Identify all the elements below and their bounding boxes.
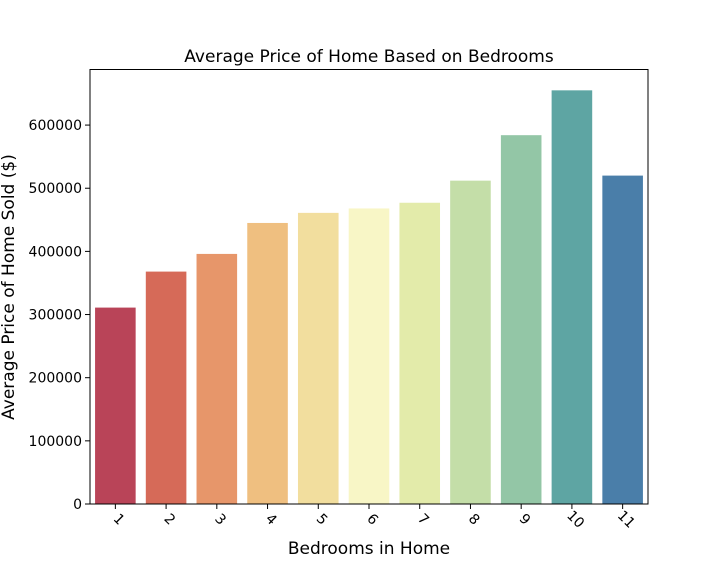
x-axis-label: Bedrooms in Home bbox=[288, 539, 450, 559]
x-tick-label: 5 bbox=[313, 511, 331, 529]
bar-8 bbox=[450, 180, 491, 504]
y-tick-label: 200000 bbox=[29, 371, 82, 387]
bar-4 bbox=[247, 222, 288, 504]
x-tick-label: 10 bbox=[563, 508, 587, 532]
bar-7 bbox=[399, 202, 441, 504]
bar-9 bbox=[500, 135, 542, 504]
y-tick-label: 0 bbox=[73, 497, 82, 513]
y-axis-label: Average Price of Home Sold ($) bbox=[0, 154, 19, 420]
x-tick-label: 7 bbox=[414, 511, 432, 529]
plot-frame bbox=[89, 69, 649, 505]
x-tick-label: 1 bbox=[110, 511, 128, 529]
chart-title: Average Price of Home Based on Bedrooms bbox=[184, 47, 554, 67]
y-tick-label: 600000 bbox=[29, 118, 82, 134]
x-tick-label: 9 bbox=[516, 511, 534, 529]
bar-10 bbox=[551, 90, 593, 504]
y-tick-label: 300000 bbox=[29, 308, 82, 324]
x-tick-label: 2 bbox=[161, 511, 179, 529]
bar-1 bbox=[95, 307, 136, 504]
bar-11 bbox=[602, 175, 643, 504]
x-axis: 1 2 3 4 5 6 7 8 9 10 11 bbox=[110, 504, 638, 532]
y-tick-label: 100000 bbox=[29, 434, 82, 450]
bar-2 bbox=[145, 271, 187, 504]
plot-area bbox=[95, 90, 643, 505]
bar-6 bbox=[348, 208, 390, 504]
bar-3 bbox=[196, 253, 238, 504]
bar-5 bbox=[297, 212, 339, 505]
y-tick-label: 500000 bbox=[29, 181, 82, 197]
x-tick-label: 6 bbox=[363, 511, 381, 529]
x-tick-label: 4 bbox=[262, 511, 280, 529]
y-tick-label: 400000 bbox=[29, 244, 82, 260]
y-axis: 0 100000 200000 300000 400000 500000 600000 bbox=[29, 118, 90, 513]
x-tick-label: 8 bbox=[465, 511, 483, 529]
x-tick-label: 3 bbox=[211, 511, 229, 529]
x-tick-label: 11 bbox=[614, 508, 638, 532]
